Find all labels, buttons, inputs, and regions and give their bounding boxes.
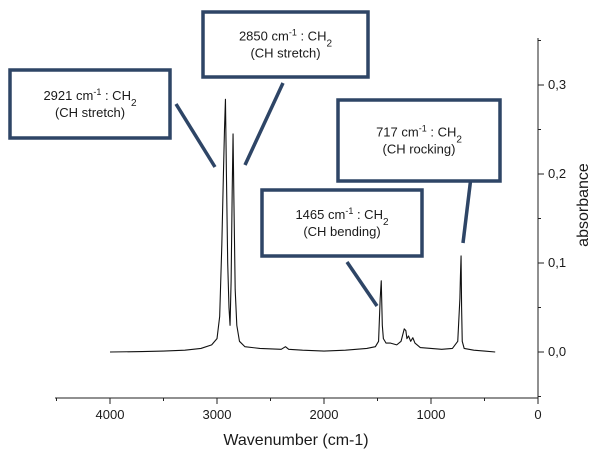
y-tick-label: 0,0 (548, 344, 566, 359)
annotation-assignment: (CH stretch) (250, 46, 320, 61)
y-tick-label: 0,3 (548, 77, 566, 92)
annotation-label: 1465 cm-1 : CH2 (295, 206, 389, 228)
annotation-leader-line (345, 261, 379, 307)
annotation-2850: 2850 cm-1 : CH2(CH stretch) (201, 10, 370, 166)
annotation-label: 717 cm-1 : CH2 (376, 124, 462, 146)
annotation-2921: 2921 cm-1 : CH2(CH stretch) (8, 68, 217, 168)
y-tick-label: 0,2 (548, 166, 566, 181)
x-tick-label: 4000 (96, 407, 125, 422)
plot-area (109, 98, 496, 353)
annotation-1465: 1465 cm-1 : CH2(CH bending) (260, 188, 424, 307)
annotation-leader-line (461, 176, 473, 244)
annotation-assignment: (CH stretch) (55, 105, 125, 120)
annotation-box (8, 68, 172, 140)
annotation-assignment: (CH rocking) (383, 142, 456, 157)
x-axis-title: Wavenumber (cm-1) (223, 432, 368, 449)
x-tick-label: 3000 (203, 407, 232, 422)
axes: 4000 3000 2000 1000 0 0,0 0,1 0,2 0,3 (55, 38, 566, 422)
x-tick-label: 2000 (310, 407, 339, 422)
annotation-label: 2850 cm-1 : CH2 (239, 28, 333, 50)
annotation-leader-line (243, 82, 285, 166)
annotation-leader-line (174, 103, 217, 168)
annotation-box (201, 10, 370, 79)
annotation-717: 717 cm-1 : CH2(CH rocking) (336, 98, 502, 244)
x-tick-label: 1000 (417, 407, 446, 422)
x-tick-label: 0 (534, 407, 541, 422)
spectrum-line (109, 98, 496, 353)
annotations: 2921 cm-1 : CH2(CH stretch)2850 cm-1 : C… (8, 10, 502, 307)
annotation-box (260, 188, 424, 258)
y-axis-title: absorbance (575, 163, 592, 247)
annotation-assignment: (CH bending) (303, 224, 380, 239)
y-tick-label: 0,1 (548, 255, 566, 270)
annotation-label: 2921 cm-1 : CH2 (43, 87, 137, 109)
annotation-box (336, 98, 502, 183)
